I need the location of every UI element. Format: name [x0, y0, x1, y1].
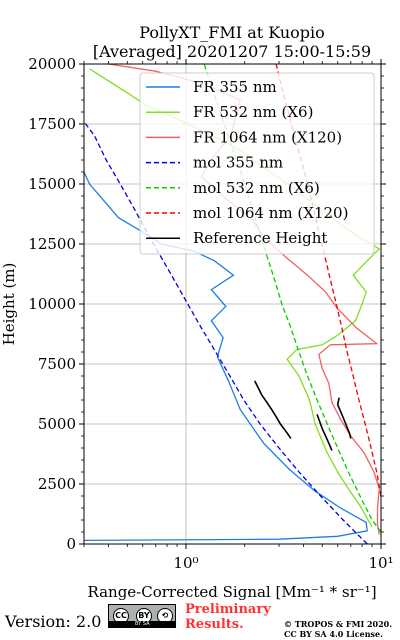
chart-title-line1: PollyXT_FMI at Kuopio — [139, 23, 325, 42]
y-tick-label: 7500 — [38, 355, 76, 373]
y-tick-label: 0 — [66, 535, 76, 553]
legend-label: mol 355 nm — [193, 154, 283, 172]
copyright-line1: © TROPOS & FMI 2020. — [284, 619, 393, 629]
legend-label: FR 532 nm (X6) — [193, 103, 313, 121]
legend-label: FR 355 nm — [193, 78, 277, 96]
version-label: Version: 2.0 — [5, 612, 102, 631]
y-tick-label: 2500 — [38, 475, 76, 493]
series-reference-height — [336, 397, 352, 439]
copyright-note: © TROPOS & FMI 2020. CC BY SA 4.0 Licens… — [284, 619, 392, 639]
x-tick-label: 10¹ — [368, 554, 393, 572]
cc-badge-strip-text: BY SA — [135, 621, 150, 627]
axes: 0 2500 5000 7500 10000 12500 15000 17500 20000 10… — [28, 55, 393, 572]
legend: FR 355 nm FR 532 nm (X6) FR 1064 nm (X120)… — [139, 72, 375, 255]
y-tick-label: 20000 — [28, 55, 76, 73]
chart-title: PollyXT_FMI at Kuopio [Averaged] 2020120… — [93, 23, 371, 61]
series-reference-height — [316, 414, 333, 451]
y-tick-label: 5000 — [38, 415, 76, 433]
y-axis-label: Height (m) — [0, 263, 18, 346]
x-axis-label: Range-Corrected Signal [Mm⁻¹ * sr⁻¹] — [87, 583, 376, 600]
series-mol-355-nm — [83, 121, 368, 545]
cc-badge-strip: BY SA — [109, 621, 175, 627]
legend-label: mol 532 nm (X6) — [193, 179, 320, 197]
y-tick-label: 10000 — [28, 295, 76, 313]
legend-label: Reference Height — [193, 229, 327, 247]
preliminary-line1: Preliminary — [185, 602, 271, 617]
chart-title-line2: [Averaged] 20201207 15:00-15:59 — [93, 42, 371, 61]
copyright-line2: CC BY SA 4.0 License. — [284, 629, 383, 639]
y-tick-label: 15000 — [28, 175, 76, 193]
y-tick-label: 12500 — [28, 235, 76, 253]
series-reference-height — [253, 380, 292, 439]
legend-label: mol 1064 nm (X120) — [193, 204, 348, 222]
lidar-profile-chart: PollyXT_FMI at Kuopio [Averaged] 2020120… — [0, 23, 394, 600]
preliminary-results-note: Preliminary Results. — [185, 602, 271, 632]
cc-license-badge: CC BY ⟲ BY SA — [108, 604, 176, 628]
legend-box — [139, 72, 375, 255]
preliminary-line2: Results. — [185, 617, 244, 632]
legend-label: FR 1064 nm (X120) — [193, 128, 342, 146]
y-tick-label: 17500 — [28, 115, 76, 133]
x-tick-label: 10⁰ — [173, 554, 198, 572]
